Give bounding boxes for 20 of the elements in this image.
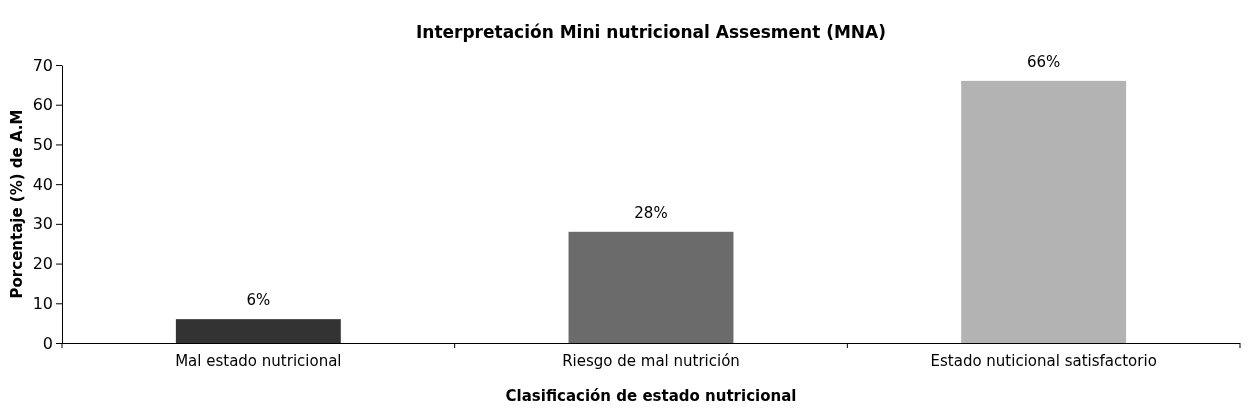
- y-tick-label: 60: [32, 95, 53, 115]
- y-tick-label: 10: [32, 293, 53, 313]
- x-tick-label: Riesgo de mal nutrición: [562, 351, 740, 370]
- data-label: 6%: [246, 291, 271, 310]
- data-label: 66%: [1026, 52, 1061, 71]
- y-axis-title: Porcentaje (%) de A.M: [8, 109, 26, 299]
- bar: [568, 231, 734, 343]
- bar: [961, 80, 1127, 343]
- x-tick-label: Mal estado nutricional: [175, 351, 342, 370]
- data-label: 28%: [634, 203, 668, 222]
- y-tick-label: 50: [32, 135, 53, 155]
- bar: [175, 319, 341, 343]
- y-tick-label: 20: [32, 254, 53, 274]
- y-tick-label: 40: [32, 174, 53, 194]
- y-tick-label: 30: [32, 214, 53, 234]
- y-tick-label: 0: [42, 333, 53, 353]
- y-tick-label: 70: [32, 55, 53, 75]
- x-tick-label: Estado nuticional satisfactorio: [930, 351, 1157, 370]
- x-axis-title: Clasificación de estado nutricional: [505, 387, 797, 405]
- chart-title: Interpretación Mini nutricional Assesment (MNA): [415, 22, 887, 42]
